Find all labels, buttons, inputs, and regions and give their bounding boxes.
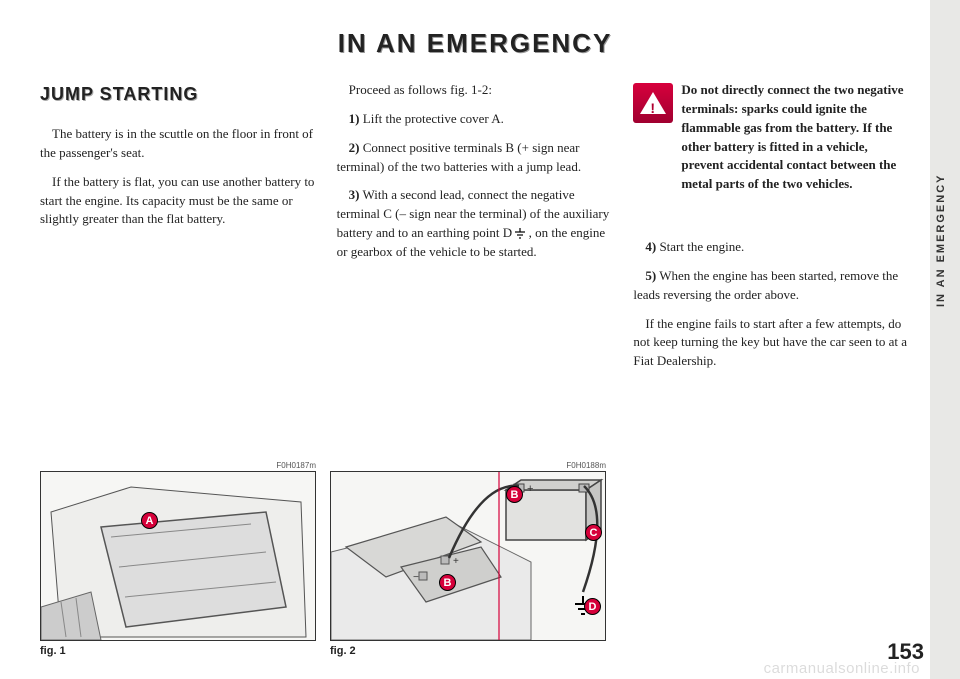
- c2-s3: 3) With a second lead, connect the negat…: [337, 186, 614, 261]
- c2-s1: 1) Lift the protective cover A.: [337, 110, 614, 129]
- fig2-caption: fig. 2: [330, 645, 606, 657]
- side-tab: IN AN EMERGENCY: [930, 0, 960, 679]
- marker-b-ext: B: [506, 486, 523, 503]
- fig2-box: + − +: [330, 471, 606, 641]
- marker-c: C: [585, 524, 602, 541]
- c1-p1: The battery is in the scuttle on the flo…: [40, 125, 317, 163]
- c2-s2-text: Connect positive terminals B (+ sign nea…: [337, 140, 581, 174]
- column-2: Proceed as follows fig. 1-2: 1) Lift the…: [337, 81, 614, 381]
- c2-lead: Proceed as follows fig. 1-2:: [337, 81, 614, 100]
- fig2-code: F0H0188m: [330, 461, 606, 470]
- fig1-code: F0H0187m: [40, 461, 316, 470]
- c3-s5-num: 5): [645, 268, 656, 283]
- fig1-caption: fig. 1: [40, 645, 316, 657]
- side-tab-label: IN AN EMERGENCY: [935, 140, 955, 340]
- watermark: carmanualsonline.info: [764, 660, 920, 677]
- c3-s5: 5) When the engine has been started, rem…: [633, 267, 910, 305]
- columns: JUMP STARTING The battery is in the scut…: [40, 81, 910, 381]
- section-heading: JUMP STARTING: [40, 81, 317, 107]
- svg-text:+: +: [527, 483, 533, 495]
- warning-icon: [633, 83, 673, 123]
- c2-s2-num: 2): [349, 140, 360, 155]
- c1-p2: If the battery is flat, you can use anot…: [40, 173, 317, 230]
- svg-text:+: +: [453, 556, 459, 567]
- column-1: JUMP STARTING The battery is in the scut…: [40, 81, 317, 381]
- c2-s3-num: 3): [349, 187, 360, 202]
- c3-s5-text: When the engine has been started, remove…: [633, 268, 898, 302]
- fig1-box: A: [40, 471, 316, 641]
- c3-p3: If the engine fails to start after a few…: [633, 315, 910, 372]
- page-title: IN AN EMERGENCY: [40, 28, 910, 59]
- fig1-illustration: [41, 472, 316, 641]
- c3-s4-text: Start the engine.: [656, 239, 744, 254]
- spacer: [633, 208, 910, 238]
- warning-block: Do not directly connect the two negative…: [633, 81, 910, 194]
- svg-text:−: −: [413, 572, 419, 583]
- c3-p3-text: If the engine fails to start after a few…: [633, 316, 907, 369]
- marker-d: D: [584, 598, 601, 615]
- ground-icon: [515, 228, 525, 240]
- c3-s4-num: 4): [645, 239, 656, 254]
- figure-1: F0H0187m A fig. 1: [40, 461, 316, 657]
- warning-text: Do not directly connect the two negative…: [681, 82, 903, 191]
- marker-b-int: B: [439, 574, 456, 591]
- figure-2: F0H0188m + − +: [330, 461, 606, 657]
- c2-s2: 2) Connect positive terminals B (+ sign …: [337, 139, 614, 177]
- figures-row: F0H0187m A fig. 1 F0H0188m: [40, 461, 606, 657]
- c3-s4: 4) Start the engine.: [633, 238, 910, 257]
- c2-s1-text: Lift the protective cover A.: [360, 111, 504, 126]
- c2-s1-num: 1): [349, 111, 360, 126]
- column-3: Do not directly connect the two negative…: [633, 81, 910, 381]
- fig2-illustration: + − +: [331, 472, 606, 641]
- warning-triangle-icon: [640, 92, 666, 114]
- marker-a: A: [141, 512, 158, 529]
